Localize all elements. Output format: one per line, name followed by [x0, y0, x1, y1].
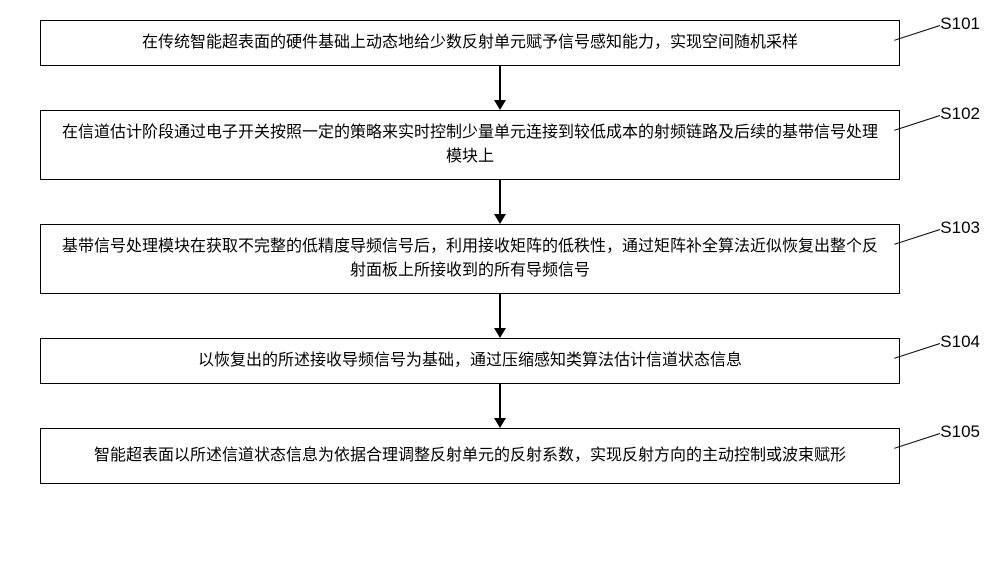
step-box-s103: 基带信号处理模块在获取不完整的低精度导频信号后，利用接收矩阵的低秩性，通过矩阵补…	[40, 224, 900, 294]
step-text: 在传统智能超表面的硬件基础上动态地给少数反射单元赋予信号感知能力，实现空间随机采…	[142, 31, 798, 55]
step-label-s104: S104	[940, 332, 980, 352]
step-label-s101: S101	[940, 14, 980, 34]
step-box-s101: 在传统智能超表面的硬件基础上动态地给少数反射单元赋予信号感知能力，实现空间随机采…	[40, 20, 900, 66]
step-text: 以恢复出的所述接收导频信号为基础，通过压缩感知类算法估计信道状态信息	[198, 349, 742, 373]
arrow-4	[494, 384, 506, 428]
label-line	[894, 343, 940, 359]
arrow-3	[494, 294, 506, 338]
arrow-2	[494, 180, 506, 224]
step-text: 基带信号处理模块在获取不完整的低精度导频信号后，利用接收矩阵的低秩性，通过矩阵补…	[56, 235, 884, 283]
arrow-head	[494, 214, 506, 224]
step-label-s103: S103	[940, 218, 980, 238]
step-label-s105: S105	[940, 422, 980, 442]
step-row-s103: 基带信号处理模块在获取不完整的低精度导频信号后，利用接收矩阵的低秩性，通过矩阵补…	[40, 224, 960, 294]
arrow-head	[494, 100, 506, 110]
label-line	[894, 433, 940, 449]
arrow-line	[499, 180, 501, 214]
step-text: 智能超表面以所述信道状态信息为依据合理调整反射单元的反射系数，实现反射方向的主动…	[94, 444, 846, 468]
step-box-s105: 智能超表面以所述信道状态信息为依据合理调整反射单元的反射系数，实现反射方向的主动…	[40, 428, 900, 484]
arrow-head	[494, 328, 506, 338]
label-line	[894, 25, 940, 41]
step-label-s102: S102	[940, 104, 980, 124]
step-text: 在信道估计阶段通过电子开关按照一定的策略来实时控制少量单元连接到较低成本的射频链…	[56, 121, 884, 169]
arrow-line	[499, 66, 501, 100]
arrow-line	[499, 294, 501, 328]
label-line	[894, 229, 940, 245]
step-box-s102: 在信道估计阶段通过电子开关按照一定的策略来实时控制少量单元连接到较低成本的射频链…	[40, 110, 900, 180]
label-line	[894, 115, 940, 131]
arrow-1	[494, 66, 506, 110]
step-row-s105: 智能超表面以所述信道状态信息为依据合理调整反射单元的反射系数，实现反射方向的主动…	[40, 428, 960, 484]
step-row-s102: 在信道估计阶段通过电子开关按照一定的策略来实时控制少量单元连接到较低成本的射频链…	[40, 110, 960, 180]
step-box-s104: 以恢复出的所述接收导频信号为基础，通过压缩感知类算法估计信道状态信息	[40, 338, 900, 384]
arrow-head	[494, 418, 506, 428]
step-row-s104: 以恢复出的所述接收导频信号为基础，通过压缩感知类算法估计信道状态信息 S104	[40, 338, 960, 384]
flowchart-container: 在传统智能超表面的硬件基础上动态地给少数反射单元赋予信号感知能力，实现空间随机采…	[40, 20, 960, 484]
step-row-s101: 在传统智能超表面的硬件基础上动态地给少数反射单元赋予信号感知能力，实现空间随机采…	[40, 20, 960, 66]
arrow-line	[499, 384, 501, 418]
